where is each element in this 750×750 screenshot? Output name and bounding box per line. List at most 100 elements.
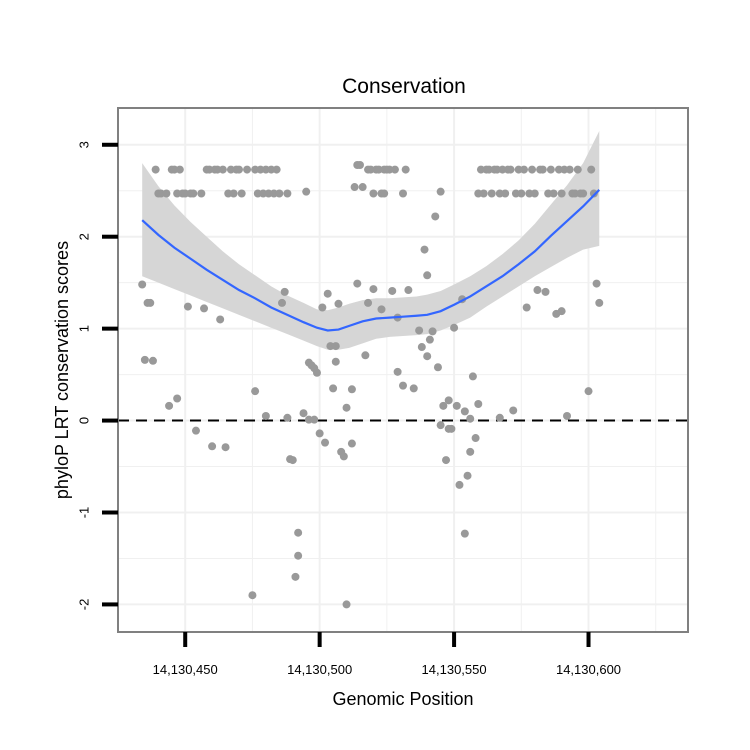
data-point	[355, 160, 364, 169]
data-point	[208, 442, 217, 451]
data-point	[191, 426, 200, 435]
data-point	[415, 326, 424, 335]
confidence-band-area	[142, 130, 600, 350]
data-point	[347, 385, 356, 394]
data-point	[584, 387, 593, 396]
data-point	[173, 394, 182, 403]
data-point	[342, 600, 351, 609]
data-point	[420, 245, 429, 254]
data-point	[321, 438, 330, 447]
data-point	[243, 165, 252, 174]
data-point	[506, 165, 515, 174]
plot-area	[118, 108, 688, 632]
data-point	[399, 381, 407, 390]
data-point	[509, 406, 518, 415]
data-point	[138, 280, 147, 289]
y-tick-label: -1	[77, 507, 92, 519]
data-point	[312, 368, 321, 377]
y-tick-label: 2	[77, 233, 92, 240]
data-point	[393, 367, 402, 376]
data-point	[592, 279, 601, 288]
data-point	[479, 189, 488, 198]
data-point	[237, 189, 246, 198]
smooth-line	[141, 189, 601, 332]
data-point	[200, 304, 209, 313]
data-point	[165, 401, 174, 410]
data-point	[487, 189, 496, 198]
data-point	[423, 352, 432, 361]
data-point	[380, 189, 389, 198]
data-point	[377, 305, 386, 314]
data-point	[175, 165, 184, 174]
data-point	[148, 356, 157, 365]
confidence-band	[142, 130, 600, 350]
data-point	[442, 456, 451, 465]
data-point	[358, 183, 367, 192]
y-tick-label: 0	[77, 417, 92, 424]
data-point	[466, 414, 475, 423]
data-point	[216, 315, 225, 324]
y-axis: -2 -1 0 1 2 3	[77, 141, 118, 610]
data-point	[404, 286, 413, 295]
data-point	[275, 189, 284, 198]
data-point	[294, 528, 303, 537]
data-point	[229, 189, 238, 198]
data-point	[283, 413, 292, 422]
data-point	[541, 287, 550, 296]
plot-border	[117, 107, 689, 633]
data-point	[428, 327, 437, 336]
data-point	[417, 343, 426, 352]
data-point	[436, 421, 445, 430]
data-point	[364, 298, 373, 307]
data-point	[162, 189, 171, 198]
data-point	[466, 447, 475, 456]
data-point	[450, 323, 459, 332]
data-point	[151, 165, 160, 174]
data-point	[350, 183, 359, 192]
data-point	[546, 165, 555, 174]
data-point	[146, 298, 155, 307]
data-point	[342, 403, 351, 412]
data-point	[587, 165, 596, 174]
data-point	[423, 271, 432, 280]
data-point	[329, 384, 338, 393]
data-point	[361, 351, 370, 360]
data-point	[501, 189, 510, 198]
x-tick-label: 14,130,450	[153, 662, 218, 677]
data-point	[519, 165, 528, 174]
data-point	[549, 189, 558, 198]
data-point	[409, 384, 418, 393]
data-point	[291, 572, 300, 581]
data-point	[197, 189, 206, 198]
x-tick-label: 14,130,500	[287, 662, 352, 677]
data-point	[234, 165, 243, 174]
data-point	[310, 415, 319, 424]
x-axis: 14,130,450 14,130,500 14,130,550 14,130,600	[153, 632, 621, 677]
data-point	[302, 187, 311, 196]
data-point	[248, 591, 257, 600]
data-point	[474, 400, 483, 409]
data-point	[522, 303, 531, 312]
data-point	[455, 480, 464, 489]
data-point	[471, 434, 480, 443]
y-tick-label: 3	[77, 141, 92, 148]
data-point	[331, 357, 340, 366]
data-points	[138, 160, 604, 609]
y-axis-label: phyloP LRT conservation scores	[52, 241, 72, 499]
data-point	[517, 189, 526, 198]
data-point	[334, 299, 343, 308]
y-tick-label: -2	[77, 599, 92, 611]
x-tick-label: 14,130,550	[422, 662, 487, 677]
data-point	[401, 165, 410, 174]
data-point	[315, 429, 324, 438]
chart-title: Conservation	[342, 75, 466, 98]
data-point	[530, 189, 539, 198]
data-point	[218, 165, 227, 174]
data-point	[251, 387, 260, 396]
data-point	[433, 363, 442, 372]
data-point	[436, 187, 445, 196]
data-point	[331, 342, 340, 351]
data-point	[272, 165, 281, 174]
data-point	[261, 411, 270, 420]
